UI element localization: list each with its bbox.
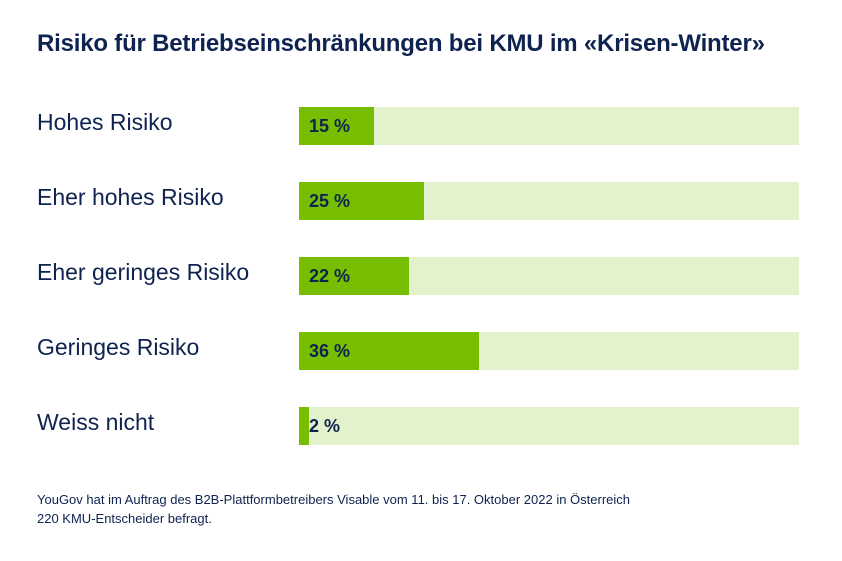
- category-label: Geringes Risiko: [37, 334, 199, 360]
- value-label: 25 %: [309, 191, 350, 211]
- bar-track: [299, 107, 799, 145]
- category-label: Eher hohes Risiko: [37, 184, 224, 210]
- value-label: 36 %: [309, 341, 350, 361]
- value-label: 2 %: [309, 416, 340, 436]
- bar-track: [299, 407, 799, 445]
- value-label: 22 %: [309, 266, 350, 286]
- value-label: 15 %: [309, 116, 350, 136]
- source-note-line-1: YouGov hat im Auftrag des B2B-Plattformb…: [37, 492, 631, 507]
- bar: [299, 257, 409, 295]
- category-label: Weiss nicht: [37, 409, 155, 435]
- category-label: Hohes Risiko: [37, 109, 173, 135]
- source-note-line-2: 220 KMU-Entscheider befragt.: [37, 511, 212, 526]
- bar: [299, 407, 309, 445]
- bar: [299, 332, 479, 370]
- bar: [299, 182, 424, 220]
- bar: [299, 107, 374, 145]
- category-label: Eher geringes Risiko: [37, 259, 249, 285]
- source-note: YouGov hat im Auftrag des B2B-Plattformb…: [37, 490, 630, 528]
- chart-title: Risiko für Betriebseinschränkungen bei K…: [37, 30, 765, 57]
